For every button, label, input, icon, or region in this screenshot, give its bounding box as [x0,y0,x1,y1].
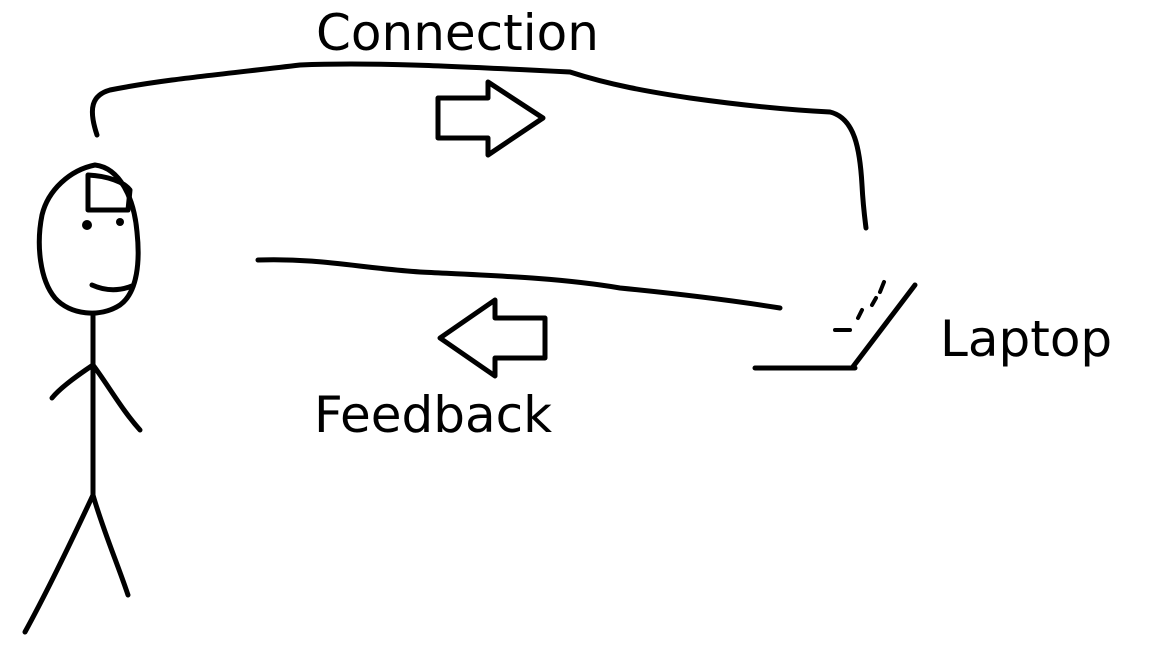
person-figure [22,162,143,635]
person-right-leg [90,492,131,598]
laptop-icon [752,280,918,371]
arrow-right-icon [435,79,546,158]
connection-line [89,61,869,231]
person-left-leg [22,492,96,635]
feedback-label: Feedback [314,386,553,444]
headset-icon [85,172,133,213]
person-head [36,162,141,316]
person-smile [89,282,135,293]
laptop-label: Laptop [940,310,1113,368]
person-right-arm [90,362,143,433]
arrow-left-icon [437,297,548,379]
person-left-arm [49,362,96,401]
person-eye-left [82,220,92,230]
connection-label: Connection [316,4,599,62]
person-eye-right [116,218,124,226]
feedback-line [255,257,783,311]
